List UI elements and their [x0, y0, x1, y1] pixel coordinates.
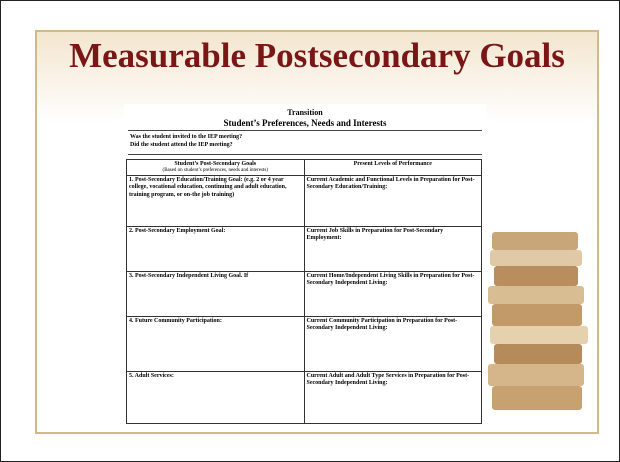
- cell: 4. Future Community Participation:: [126, 316, 305, 373]
- header-cell: Present Levels of Performance: [303, 158, 482, 177]
- cell: 3. Post-Secondary Independent Living Goa…: [126, 271, 305, 318]
- cell: 1. Post-Secondary Education/Training Goa…: [126, 175, 305, 228]
- book: [492, 386, 582, 410]
- cell: Current Home/Independent Living Skills i…: [303, 271, 482, 318]
- books-image: [488, 232, 588, 410]
- doc-subheading: Student’s Preferences, Needs and Interes…: [223, 118, 387, 128]
- question: Did the student attend the IEP meeting?: [130, 142, 233, 148]
- cell: Current Job Skills in Preparation for Po…: [303, 226, 482, 273]
- document: Transition Student’s Preferences, Needs …: [124, 104, 486, 426]
- book: [494, 344, 582, 364]
- book: [492, 232, 578, 250]
- question: Was the student invited to the IEP meeti…: [130, 134, 243, 140]
- header-row: Student’s Post-Secondary Goals (Based on …: [126, 158, 482, 177]
- book: [494, 266, 578, 286]
- header-text: Student’s Post-Secondary Goals: [174, 161, 257, 167]
- cell: Current Adult and Adult Type Services in…: [303, 371, 482, 425]
- slide-title: Measurable Postsecondary Goals: [69, 36, 565, 75]
- cell: 5. Adult Services:: [126, 371, 305, 425]
- cell: Current Academic and Functional Levels i…: [303, 175, 482, 228]
- doc-heading: Transition: [287, 108, 323, 117]
- cell: Current Community Participation in Prepa…: [303, 316, 482, 373]
- rule: [128, 130, 482, 131]
- book: [490, 326, 588, 344]
- goals-table: Student’s Post-Secondary Goals (Based on …: [126, 158, 482, 425]
- book: [490, 250, 582, 266]
- cell: 2. Post-Secondary Employment Goal:: [126, 226, 305, 273]
- book: [492, 304, 582, 326]
- header-cell: Student’s Post-Secondary Goals (Based on …: [126, 158, 305, 177]
- book: [488, 364, 584, 386]
- header-note: (Based on student’s preferences, needs a…: [162, 168, 268, 174]
- book: [488, 286, 584, 304]
- rule: [128, 154, 482, 155]
